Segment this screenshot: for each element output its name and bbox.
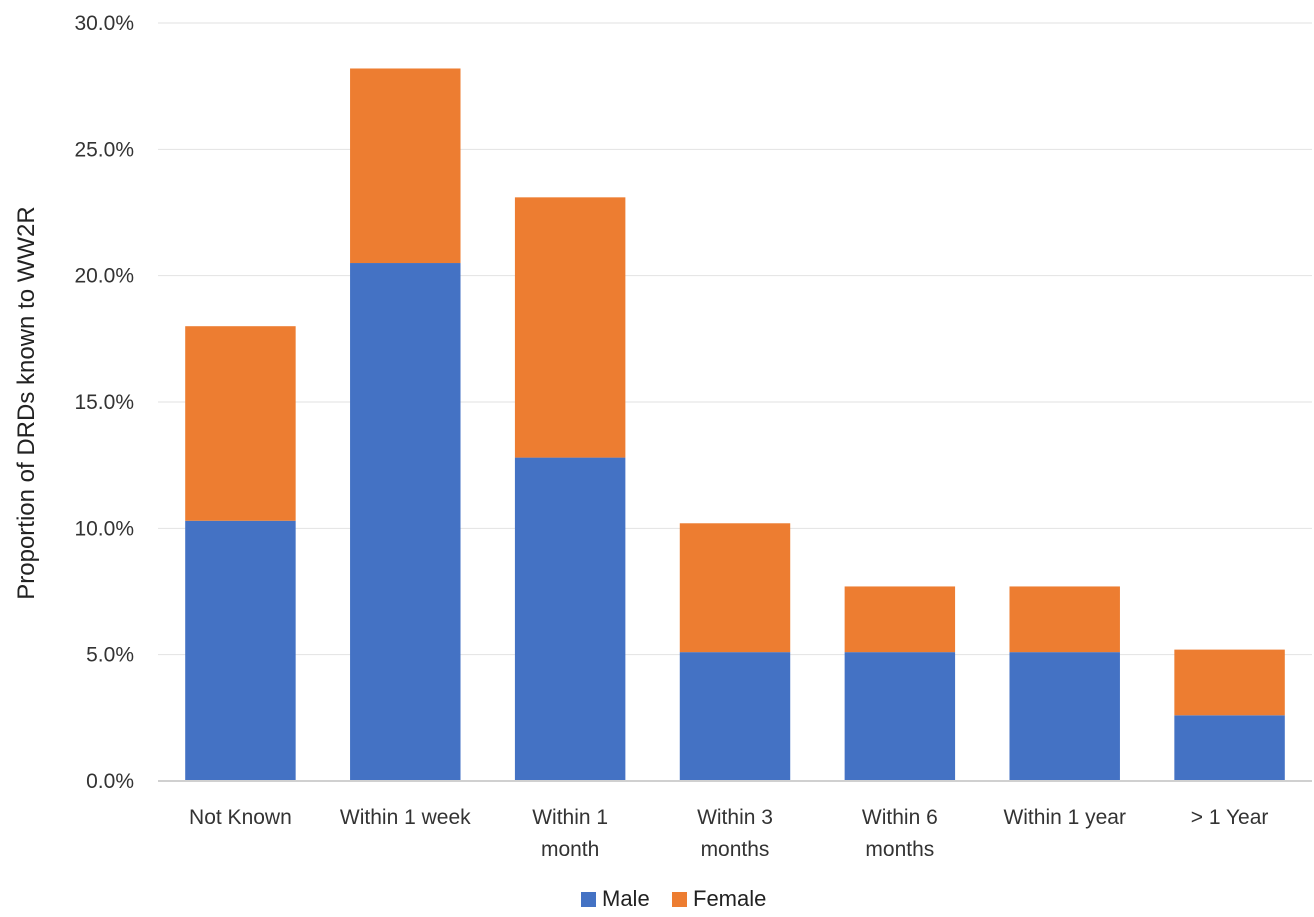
bar-female-4 — [844, 586, 956, 653]
x-category-label: Not Known — [189, 806, 292, 829]
y-axis-title: Proportion of DRDs known to WW2R — [13, 206, 40, 599]
x-category-label: > 1 Year — [1191, 806, 1269, 829]
bar-male-0 — [185, 520, 296, 781]
y-tick-label: 20.0% — [74, 265, 134, 288]
legend-swatch-male — [581, 892, 596, 907]
x-category-label-line: Within 3 — [697, 806, 773, 829]
y-axis-ticks: 0.0% 5.0% 10.0% 15.0% 20.0% 25.0% 30.0% — [74, 12, 134, 793]
legend: Male Female — [581, 886, 766, 911]
legend-label-female: Female — [693, 886, 766, 911]
x-category-label-line: month — [541, 838, 599, 861]
y-tick-label: 30.0% — [74, 12, 134, 35]
bar-male-4 — [844, 652, 956, 781]
x-category-label-line: > 1 Year — [1191, 806, 1269, 829]
x-category-label-line: Within 1 — [532, 806, 608, 829]
x-axis-category-labels: Not Known Within 1 week Within 1 monthWithi… — [189, 806, 1268, 861]
x-category-label-line: months — [865, 838, 934, 861]
bar-female-2 — [514, 197, 626, 458]
bar-male-1 — [350, 263, 461, 781]
bar-female-3 — [679, 523, 791, 653]
bars — [185, 68, 1285, 781]
y-tick-label: 25.0% — [74, 138, 134, 161]
bar-female-6 — [1174, 649, 1285, 716]
x-category-label: Within 1 year — [1003, 806, 1126, 829]
x-category-label: Within 1 month — [532, 806, 608, 861]
y-tick-label: 15.0% — [74, 391, 134, 414]
x-category-label: Within 3 months — [697, 806, 773, 861]
bar-female-0 — [185, 326, 296, 521]
x-category-label: Within 6 months — [862, 806, 938, 861]
bar-male-6 — [1174, 715, 1285, 781]
bar-male-3 — [679, 652, 791, 781]
x-category-label-line: Within 1 week — [340, 806, 471, 829]
bar-male-5 — [1009, 652, 1120, 781]
y-tick-label: 0.0% — [86, 770, 134, 793]
x-category-label-line: Within 1 year — [1003, 806, 1126, 829]
bar-female-5 — [1009, 586, 1120, 653]
bar-male-2 — [514, 457, 626, 781]
y-tick-label: 5.0% — [86, 644, 134, 667]
legend-swatch-female — [672, 892, 687, 907]
bar-female-1 — [350, 68, 461, 264]
x-category-label-line: Not Known — [189, 806, 292, 829]
x-category-label: Within 1 week — [340, 806, 471, 829]
x-category-label-line: months — [701, 838, 770, 861]
legend-label-male: Male — [602, 886, 650, 911]
y-tick-label: 10.0% — [74, 517, 134, 540]
x-category-label-line: Within 6 — [862, 806, 938, 829]
